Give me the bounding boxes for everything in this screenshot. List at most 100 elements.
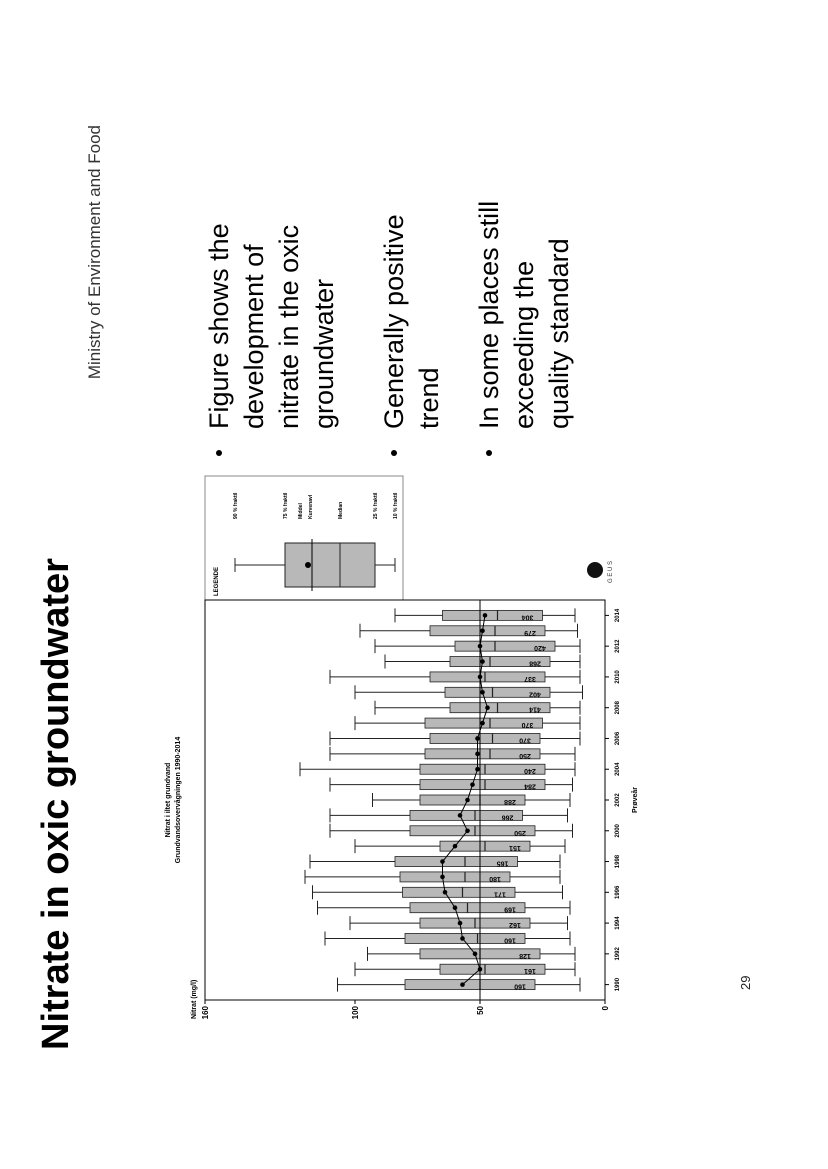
- bullet-text: Generally positive: [379, 214, 409, 429]
- chart-subtitle: Grundvandsovervågningen 1990-2014: [174, 737, 182, 864]
- bullet-text: quality standard: [544, 238, 574, 429]
- box: [429, 625, 546, 637]
- mean-point: [440, 874, 445, 880]
- count-label: 268: [529, 660, 541, 667]
- legend-label: 75 % fraktil: [283, 492, 289, 519]
- x-tick-label: 2014: [615, 608, 621, 622]
- x-tick-label: 1992: [615, 947, 621, 961]
- mean-point: [475, 766, 480, 772]
- mean-point: [460, 936, 465, 941]
- box: [439, 963, 546, 975]
- mean-point: [480, 628, 485, 634]
- count-label: 279: [524, 629, 536, 636]
- box: [429, 733, 541, 744]
- box: [404, 933, 526, 944]
- count-label: 284: [524, 783, 536, 790]
- bullet-text: Figure shows the: [204, 223, 234, 429]
- y-axis-label: Nitrat (mg/l): [191, 980, 198, 1019]
- mean-point: [465, 797, 470, 803]
- box: [442, 609, 543, 621]
- count-label: 165: [497, 860, 509, 867]
- box: [394, 856, 518, 867]
- mean-point: [442, 890, 448, 895]
- mean-point: [477, 643, 483, 649]
- mean-point: [440, 859, 445, 864]
- box: [409, 825, 536, 837]
- bullet-text: development of: [239, 244, 269, 429]
- legend-title: LEGENDE: [214, 567, 220, 596]
- bullet-text: trend: [414, 367, 444, 429]
- count-label: 370: [519, 736, 531, 743]
- ministry: Ministry of Environment and Food: [85, 125, 104, 379]
- legend-label: 10 % fraktil: [393, 492, 399, 519]
- bullet-dot: [216, 450, 222, 456]
- legend-label: 25 % fraktil: [373, 492, 379, 519]
- count-label: 180: [489, 875, 501, 882]
- count-label: 160: [504, 936, 516, 943]
- count-label: 160: [514, 983, 526, 990]
- chart-title: Nitrat i iltet grundvand: [165, 763, 172, 838]
- x-tick-label: 2006: [615, 731, 621, 745]
- x-tick-label: 2008: [615, 700, 621, 714]
- legend-label: Kurvenavl: [308, 494, 314, 519]
- bullet-dot: [486, 450, 492, 456]
- mean-point: [472, 951, 478, 957]
- mean-point: [477, 674, 483, 680]
- legend-label: Median: [338, 502, 344, 519]
- mean-point: [465, 828, 470, 834]
- bullet-text: groundwater: [309, 279, 339, 429]
- count-label: 250: [519, 752, 531, 759]
- x-tick-label: 2010: [615, 670, 621, 684]
- mean-point: [452, 843, 458, 849]
- x-tick-label: 1996: [615, 885, 621, 899]
- x-axis-label: Prøveår: [631, 787, 639, 813]
- count-label: 370: [522, 721, 534, 728]
- legend-mean-point: [305, 562, 311, 568]
- y-tick-label: 100: [351, 1005, 360, 1019]
- mean-point: [475, 751, 480, 757]
- box: [419, 779, 546, 791]
- mean-point: [457, 920, 463, 926]
- bullet-text: exceeding the: [509, 261, 539, 429]
- y-tick-label: 0: [601, 1005, 610, 1010]
- box: [419, 763, 546, 775]
- box: [419, 794, 526, 806]
- x-tick-label: 1990: [615, 977, 621, 991]
- box: [404, 979, 536, 991]
- mean-point: [452, 905, 458, 910]
- mean-point: [485, 705, 490, 710]
- count-label: 162: [509, 921, 521, 928]
- box: [424, 748, 541, 760]
- box: [444, 686, 551, 698]
- legend-label: Middel: [298, 503, 304, 519]
- box: [409, 809, 523, 821]
- x-tick-label: 1994: [615, 916, 621, 930]
- count-label: 414: [529, 706, 541, 713]
- count-label: 250: [514, 829, 526, 836]
- bullet-text: nitrate in the oxic: [274, 225, 304, 429]
- mean-point: [477, 966, 483, 972]
- count-label: 161: [524, 967, 536, 974]
- count-label: 402: [529, 690, 541, 697]
- count-label: 420: [534, 644, 546, 651]
- mean-point: [457, 813, 463, 818]
- logo-text: G E U S: [608, 561, 614, 583]
- logo-mark: [587, 562, 603, 578]
- count-label: 266: [502, 813, 514, 820]
- slide-title: Nitrate in oxic groundwater: [35, 558, 77, 1050]
- legend-label: 90 % fraktil: [233, 492, 239, 519]
- bullet-dot: [391, 450, 397, 456]
- count-label: 128: [519, 952, 531, 959]
- x-tick-label: 2004: [615, 762, 621, 776]
- count-label: 240: [524, 767, 536, 774]
- mean-point: [480, 720, 485, 726]
- x-tick-label: 2002: [615, 793, 621, 807]
- count-label: 169: [504, 906, 516, 913]
- count-label: 171: [494, 890, 506, 897]
- mean-point: [480, 659, 485, 664]
- x-tick-label: 1998: [615, 854, 621, 868]
- x-tick-label: 2000: [615, 823, 621, 837]
